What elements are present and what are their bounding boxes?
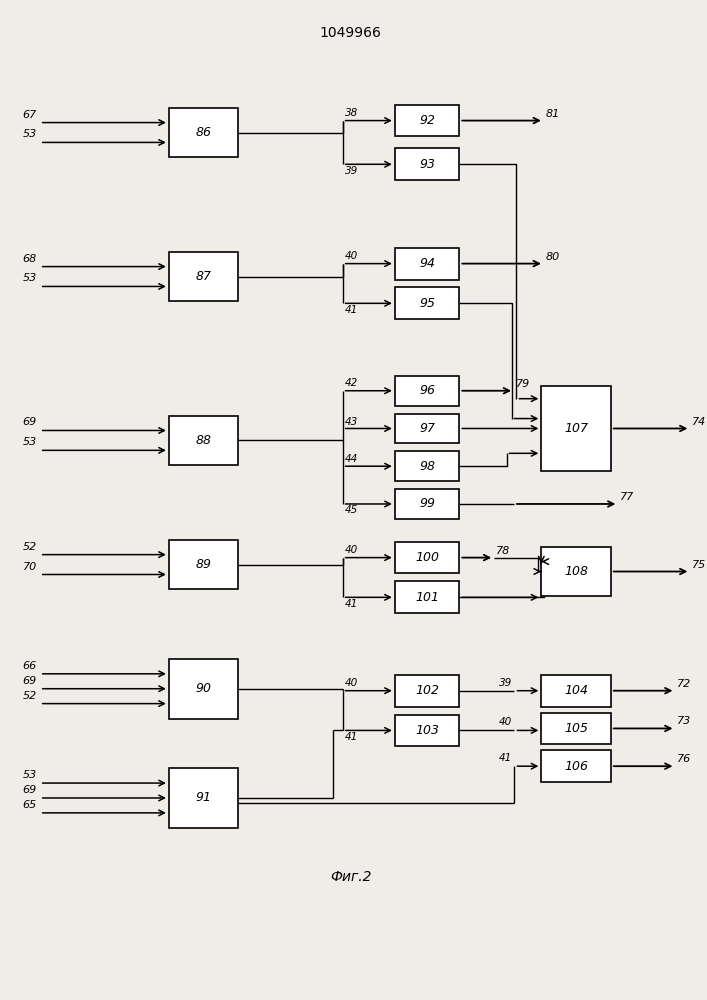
Bar [542,386,611,471]
Text: 100: 100 [415,551,439,564]
Text: 65: 65 [23,800,37,810]
Bar [395,715,460,746]
Bar [395,376,460,406]
Text: 41: 41 [344,305,358,315]
Text: 39: 39 [499,678,513,688]
Text: 53: 53 [23,437,37,447]
Bar [169,416,238,465]
Text: 91: 91 [196,791,211,804]
Bar [542,750,611,782]
Text: 95: 95 [419,297,435,310]
Text: 99: 99 [419,497,435,510]
Bar [542,547,611,596]
Text: 73: 73 [677,716,691,726]
Text: 40: 40 [499,717,513,727]
Bar [395,148,460,180]
Bar [542,675,611,707]
Text: 45: 45 [344,505,358,515]
Text: 53: 53 [23,770,37,780]
Text: 108: 108 [564,565,588,578]
Text: 103: 103 [415,724,439,737]
Text: 41: 41 [499,753,513,763]
Bar [395,675,460,707]
Text: 92: 92 [419,114,435,127]
Bar [395,414,460,443]
Text: 52: 52 [23,691,37,701]
Bar [395,287,460,319]
Text: 106: 106 [564,760,588,773]
Bar [169,659,238,719]
Text: 86: 86 [196,126,211,139]
Text: 93: 93 [419,158,435,171]
Bar [169,108,238,157]
Text: 40: 40 [344,251,358,261]
Text: 78: 78 [496,546,510,556]
Text: Фиг.2: Фиг.2 [330,870,371,884]
Text: 87: 87 [196,270,211,283]
Text: 39: 39 [344,166,358,176]
Text: 53: 53 [23,129,37,139]
Text: 69: 69 [23,676,37,686]
Bar [395,489,460,519]
Text: 98: 98 [419,460,435,473]
Text: 102: 102 [415,684,439,697]
Text: 43: 43 [344,417,358,427]
Text: 69: 69 [23,417,37,427]
Text: 80: 80 [546,252,560,262]
Bar [542,713,611,744]
Bar [395,451,460,481]
Text: 66: 66 [23,661,37,671]
Text: 79: 79 [516,379,530,389]
Bar [169,540,238,589]
Text: 105: 105 [564,722,588,735]
Text: 69: 69 [23,785,37,795]
Text: 41: 41 [344,732,358,742]
Text: 70: 70 [23,562,37,572]
Text: 44: 44 [344,454,358,464]
Text: 94: 94 [419,257,435,270]
Text: 68: 68 [23,254,37,264]
Text: 52: 52 [23,542,37,552]
Text: 90: 90 [196,682,211,695]
Text: 88: 88 [196,434,211,447]
Text: 77: 77 [620,492,634,502]
Text: 74: 74 [692,417,706,427]
Text: 40: 40 [344,678,358,688]
Text: 96: 96 [419,384,435,397]
Bar [169,768,238,828]
Text: 67: 67 [23,110,37,120]
Text: 76: 76 [677,754,691,764]
Text: 89: 89 [196,558,211,571]
Bar [395,581,460,613]
Text: 101: 101 [415,591,439,604]
Text: 38: 38 [344,108,358,118]
Text: 97: 97 [419,422,435,435]
Text: 75: 75 [692,560,706,570]
Text: 104: 104 [564,684,588,697]
Bar [395,105,460,136]
Bar [395,542,460,573]
Text: 1049966: 1049966 [320,26,382,40]
Text: 41: 41 [344,599,358,609]
Text: 107: 107 [564,422,588,435]
Text: 72: 72 [677,679,691,689]
Text: 81: 81 [546,109,560,119]
Bar [395,248,460,280]
Bar [169,252,238,301]
Text: 53: 53 [23,273,37,283]
Text: 40: 40 [344,545,358,555]
Text: 42: 42 [344,378,358,388]
